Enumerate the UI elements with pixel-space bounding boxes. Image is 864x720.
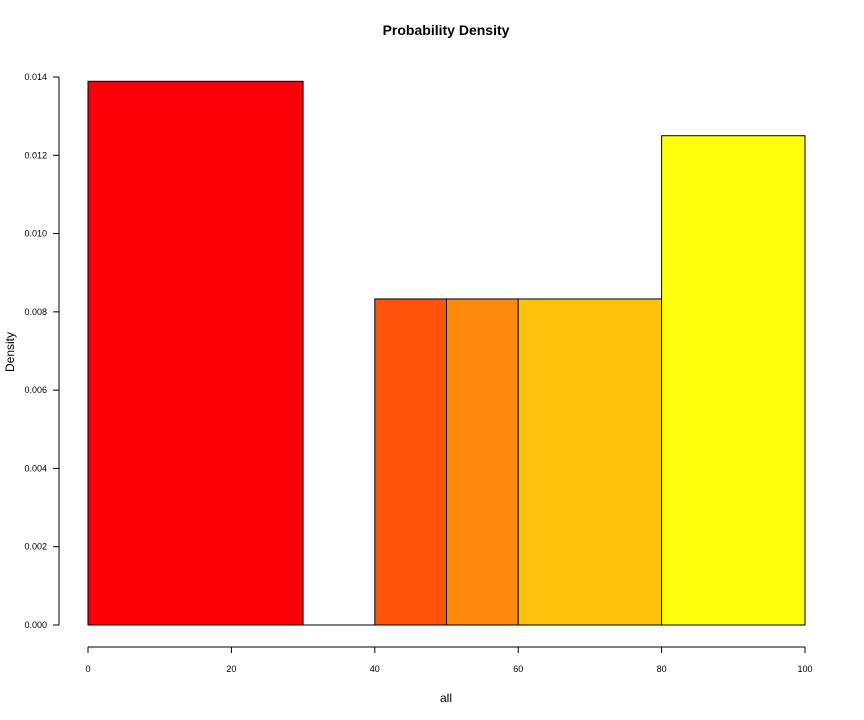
y-tick-label: 0.002 [24, 542, 47, 552]
y-tick-label: 0.008 [24, 307, 47, 317]
bars-group [87, 80, 806, 626]
y-tick-label: 0.014 [24, 72, 47, 82]
x-axis: 0 20 40 60 80 100 [85, 646, 813, 674]
y-tick-label: 0.006 [24, 385, 47, 395]
x-axis-label: all [440, 691, 452, 705]
x-tick-label: 40 [370, 664, 380, 674]
y-tick-label: 0.000 [24, 620, 47, 630]
y-tick-label: 0.010 [24, 229, 47, 239]
x-tick-label: 100 [797, 664, 812, 674]
y-axis-label: Density [3, 332, 17, 372]
x-tick-label: 80 [657, 664, 667, 674]
histogram-bar-0 [87, 80, 304, 626]
x-tick-label: 20 [226, 664, 236, 674]
x-tick-label: 60 [513, 664, 523, 674]
histogram-bar-4 [517, 298, 663, 626]
histogram-bar-2 [374, 298, 447, 626]
y-axis: 0.000 0.002 0.004 0.006 0.008 0.010 0.012 0.014 [24, 72, 60, 630]
y-tick-label: 0.012 [24, 150, 47, 160]
histogram-bar-3 [446, 298, 519, 626]
y-tick-label: 0.004 [24, 463, 47, 473]
x-tick-label: 0 [85, 664, 90, 674]
chart-title: Probability Density [383, 22, 510, 38]
histogram-bar-5 [661, 135, 806, 626]
